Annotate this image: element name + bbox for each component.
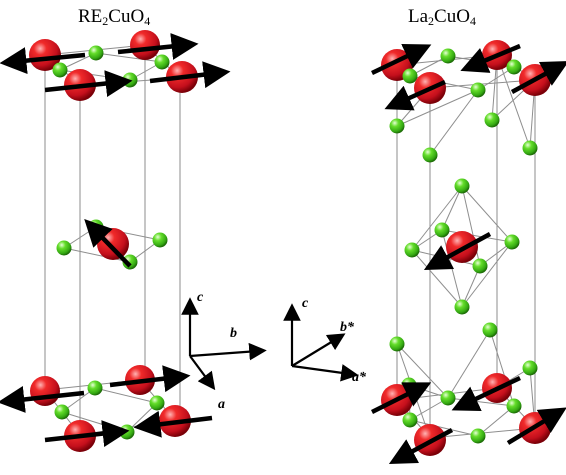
o-atom <box>504 234 520 250</box>
o-atom <box>506 59 522 75</box>
o-atom <box>454 178 470 194</box>
o-atom <box>522 140 538 156</box>
o-atom <box>454 299 470 315</box>
o-atom <box>470 428 486 444</box>
spin-arrow-icon <box>149 61 231 89</box>
cu-atom <box>30 376 60 406</box>
spin-arrow-icon <box>133 410 213 438</box>
re2cuo4-structure: c b a <box>0 30 267 452</box>
la2cuo4-structure: c b* a* <box>283 40 566 464</box>
spin-arrow-icon <box>423 232 492 271</box>
o-atom <box>119 424 135 440</box>
o-atom <box>389 336 405 352</box>
spin-arrow-icon <box>44 70 133 97</box>
o-atom <box>522 360 538 376</box>
o-atom <box>389 118 405 134</box>
spin-arrow-icon <box>506 407 566 445</box>
spin-arrow-icon <box>44 420 130 448</box>
o-atom <box>87 380 103 396</box>
axis-label-a: a <box>218 397 225 412</box>
spin-arrow-icon <box>460 43 521 73</box>
spin-arrow-icon <box>117 33 199 60</box>
o-atom <box>484 112 500 128</box>
o-atom <box>472 258 488 274</box>
o-atom <box>482 322 498 338</box>
o-atom <box>54 404 70 420</box>
axis-label-b: b <box>230 326 237 341</box>
spin-arrow-icon <box>0 47 86 75</box>
cu-atom <box>29 39 61 71</box>
o-atom <box>506 398 522 414</box>
spin-arrow-icon <box>370 382 432 415</box>
o-atom <box>440 48 456 64</box>
o-atom <box>402 412 418 428</box>
spin-arrow-icon <box>388 428 454 464</box>
o-atom <box>154 54 170 70</box>
cu-atom <box>97 228 129 260</box>
spin-arrow-icon <box>109 365 191 393</box>
spin-arrow-icon <box>384 79 446 111</box>
o-atom <box>56 240 72 256</box>
o-atom <box>122 254 138 270</box>
spin-arrow-icon <box>451 375 521 412</box>
o-atom <box>149 395 165 411</box>
title-re2cuo4: RE2CuO4 <box>78 6 151 28</box>
title-la2cuo4: La2CuO4 <box>408 6 476 28</box>
axis-label-a-star: a* <box>352 370 367 385</box>
axis-label-b-star: b* <box>340 320 355 335</box>
spin-arrow-icon <box>510 60 566 94</box>
o-atom <box>152 232 168 248</box>
o-atom <box>52 62 68 78</box>
cu-atom <box>130 30 160 60</box>
axis-label-c: c <box>197 290 204 305</box>
axes-tetragonal <box>181 297 267 391</box>
o-atom <box>422 147 438 163</box>
o-atom <box>402 68 418 84</box>
axis-label-c: c <box>302 296 309 311</box>
o-atom <box>470 82 486 98</box>
o-atom <box>434 222 450 238</box>
o-atom <box>122 72 138 88</box>
spin-arrow-icon <box>84 218 132 268</box>
o-atom <box>440 390 456 406</box>
axes-orthorhombic <box>283 303 359 382</box>
spin-arrow-icon <box>0 386 85 413</box>
o-atom <box>404 242 420 258</box>
o-atom <box>88 45 104 61</box>
spin-arrow-icon <box>371 44 432 76</box>
